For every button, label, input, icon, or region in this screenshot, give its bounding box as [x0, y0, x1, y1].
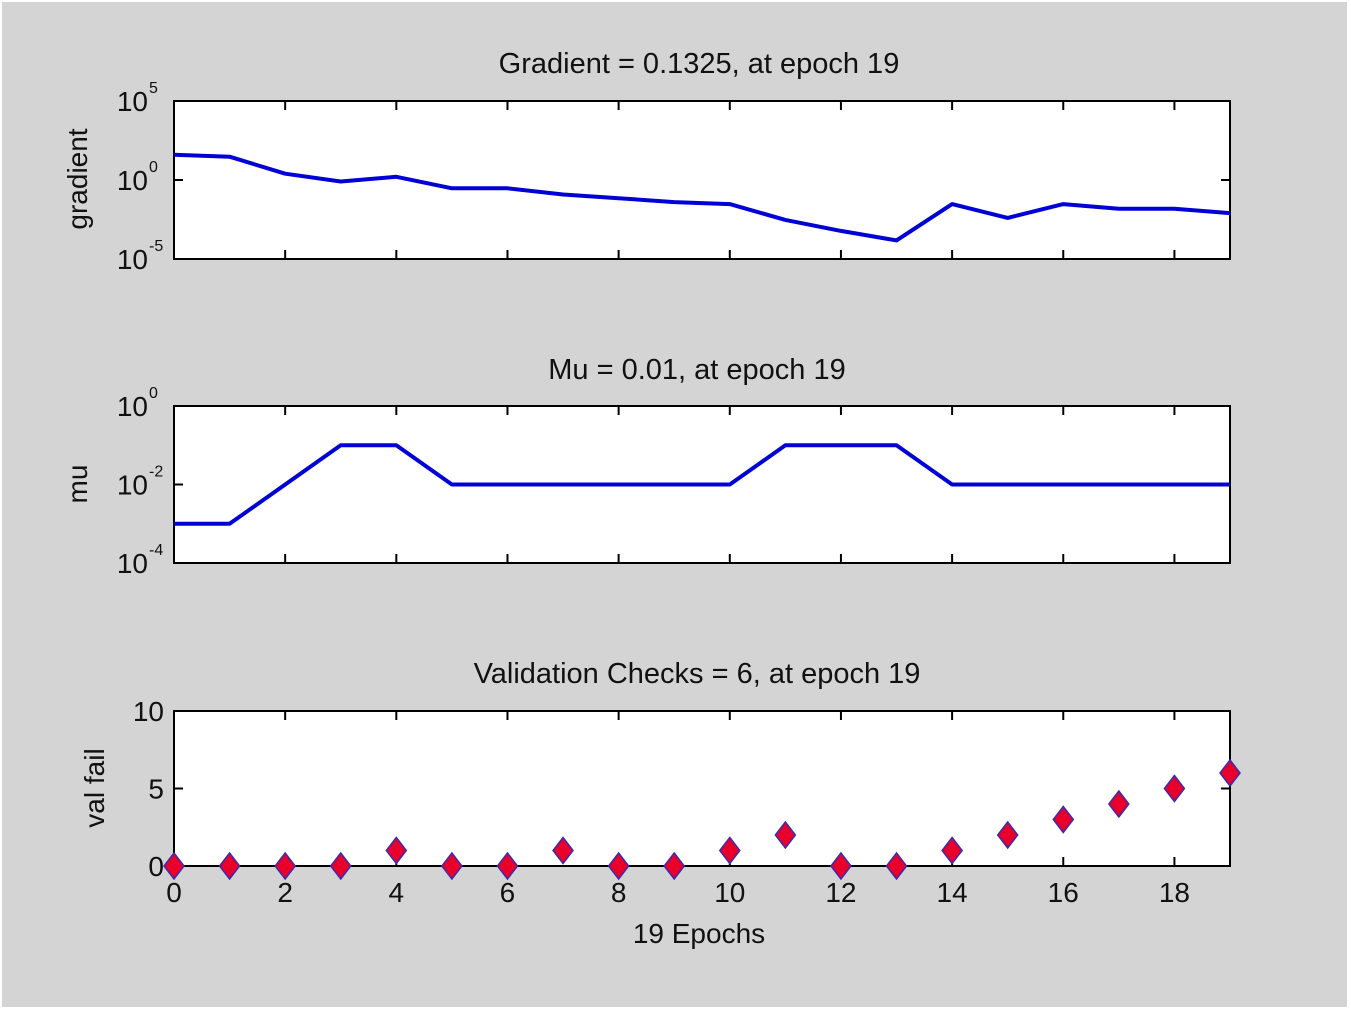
gradient-series-line — [173, 152, 1231, 243]
mu-ytick-label: 10 — [117, 391, 148, 422]
validation-xtick-label: 12 — [825, 877, 856, 908]
validation-ytick-label: 10 — [133, 696, 164, 727]
mu-ytick-exponent: 0 — [149, 385, 158, 402]
validation-data-point — [830, 851, 852, 881]
validation-data-point — [774, 820, 797, 850]
validation-xtick-label: 4 — [389, 877, 405, 908]
mu-ylabel: mu — [62, 465, 93, 504]
validation-title: Validation Checks = 6, at epoch 19 — [474, 658, 921, 690]
validation-xtick-label: 2 — [277, 877, 293, 908]
gradient-panel: Gradient = 0.1325, at epoch 19 gradient … — [62, 48, 1231, 275]
validation-data-point — [1107, 789, 1130, 819]
validation-data-point — [552, 836, 574, 865]
validation-data-point — [163, 851, 185, 881]
validation-xlabel: 19 Epochs — [633, 918, 765, 949]
validation-data-point — [496, 851, 519, 881]
validation-xtick-label: 18 — [1159, 877, 1190, 908]
validation-ytick-label: 5 — [148, 774, 164, 805]
validation-data-point — [1219, 758, 1241, 788]
validation-data-point — [218, 851, 241, 881]
validation-panel: Validation Checks = 6, at epoch 19 val f… — [79, 658, 1241, 949]
validation-xtick-label: 6 — [500, 877, 516, 908]
validation-data-point — [885, 851, 908, 881]
gradient-ytick-exponent: 5 — [149, 80, 158, 97]
gradient-ytick-exponent: -5 — [149, 238, 163, 255]
mu-title: Mu = 0.01, at epoch 19 — [548, 354, 845, 386]
gradient-ytick-exponent: 0 — [149, 159, 158, 176]
validation-xtick-label: 10 — [714, 877, 745, 908]
validation-xtick-label: 16 — [1048, 877, 1079, 908]
validation-data-point — [274, 851, 297, 881]
validation-data-point — [440, 851, 463, 881]
gradient-ylabel: gradient — [62, 128, 93, 229]
validation-ylabel: val fail — [79, 748, 110, 827]
validation-data-point — [718, 836, 741, 865]
mu-ytick-label: 10 — [117, 470, 148, 501]
gradient-ytick-label: 10 — [117, 165, 148, 196]
gradient-ytick-label: 10 — [117, 244, 148, 275]
validation-xtick-label: 0 — [166, 877, 182, 908]
validation-data-point — [1052, 805, 1075, 834]
validation-data-point — [663, 851, 686, 881]
validation-xtick-label: 8 — [611, 877, 627, 908]
validation-data-point — [941, 836, 964, 865]
mu-ytick-label: 10 — [117, 548, 148, 579]
gradient-ytick-label: 10 — [117, 86, 148, 117]
validation-data-point — [329, 851, 352, 881]
validation-ytick-label: 0 — [148, 851, 164, 882]
validation-plot-area — [173, 710, 1231, 867]
mu-ytick-exponent: -4 — [149, 542, 163, 559]
mu-series-line — [174, 443, 1230, 526]
validation-xtick-label: 14 — [937, 877, 968, 908]
gradient-title: Gradient = 0.1325, at epoch 19 — [499, 48, 900, 80]
validation-data-point — [1163, 774, 1186, 803]
validation-data-point — [607, 851, 630, 881]
validation-data-point — [385, 836, 408, 865]
validation-data-point — [996, 820, 1019, 850]
mu-ytick-exponent: -2 — [149, 464, 163, 481]
